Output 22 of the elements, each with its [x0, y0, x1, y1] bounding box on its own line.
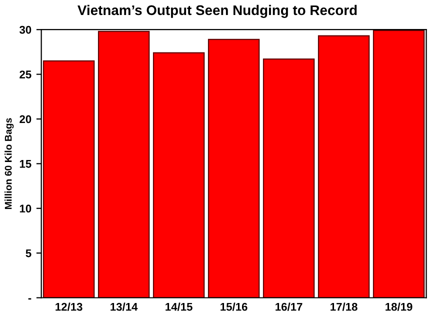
y-tick-label: 5: [26, 249, 32, 258]
x-tick-label: 16/17: [276, 302, 302, 311]
bar: [318, 35, 370, 298]
bar: [98, 30, 150, 298]
x-tick-label: 14/15: [166, 302, 192, 311]
y-tick-label: 20: [20, 115, 32, 124]
y-tick-label: 25: [20, 70, 32, 78]
chart-title: Vietnam’s Output Seen Nudging to Record: [78, 4, 357, 18]
y-tick-label: -: [28, 298, 32, 300]
bar: [262, 58, 315, 298]
y-axis-title: Million 60 Kilo Bags: [4, 118, 14, 209]
x-tick-label: 13/14: [110, 302, 138, 311]
x-tick-label: 15/16: [220, 302, 248, 311]
y-tick-label: 15: [20, 160, 32, 168]
bar: [152, 52, 205, 298]
x-tick-label: 18/19: [386, 302, 412, 311]
y-tick-label: 10: [20, 204, 32, 212]
bar: [42, 60, 95, 298]
x-tick-label: 17/18: [330, 302, 358, 311]
bar: [208, 38, 260, 298]
x-tick-label: 12/13: [56, 302, 82, 311]
y-tick-label: 30: [20, 26, 32, 34]
